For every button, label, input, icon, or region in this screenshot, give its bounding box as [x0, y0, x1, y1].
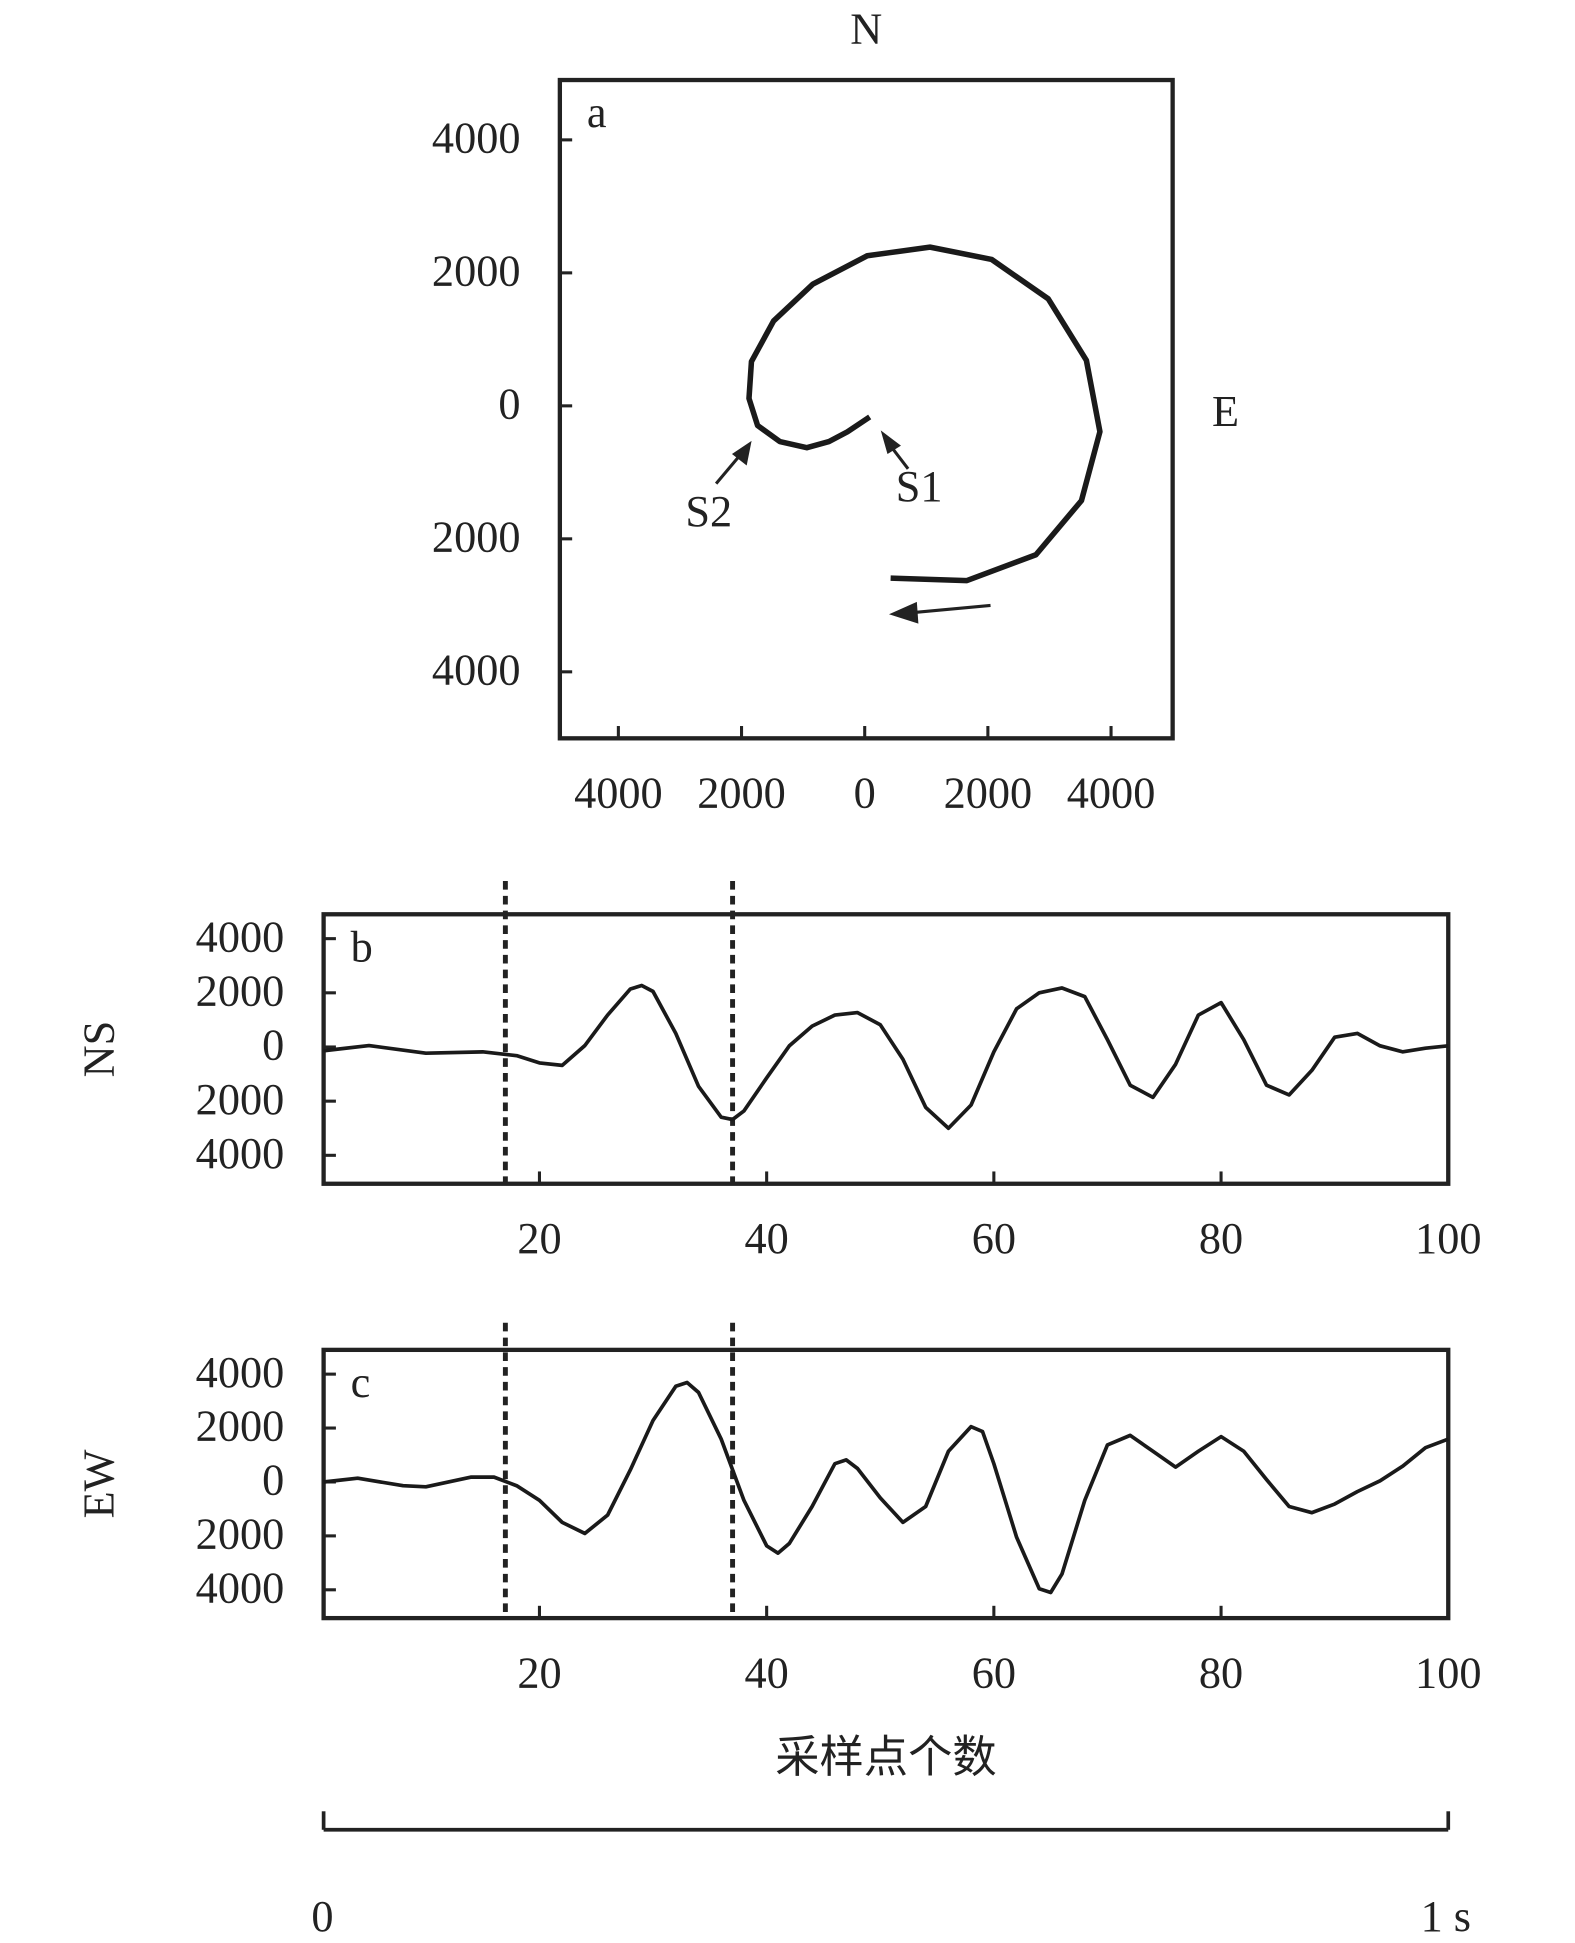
x-tick-label: 2000 — [697, 769, 786, 818]
annotation: S2 — [685, 487, 732, 536]
x-tick-label: 100 — [1415, 1214, 1481, 1263]
x-tick-label: 0 — [854, 769, 876, 818]
y-tick-label: 2000 — [432, 246, 521, 295]
data-line — [746, 244, 1103, 584]
x-tick-label: 40 — [745, 1648, 789, 1697]
annotation: S1 — [896, 462, 943, 511]
y-tick-label: 2000 — [196, 1075, 285, 1124]
y-tick-label: 0 — [262, 1021, 284, 1070]
x-tick-label: 20 — [517, 1214, 561, 1263]
y-tick-label: 4000 — [432, 645, 521, 694]
data-line — [323, 983, 1449, 1131]
y-tick-label: 4000 — [432, 114, 521, 163]
arrow — [910, 603, 991, 615]
x-tick-label: 100 — [1415, 1648, 1481, 1697]
x-tick-label: 2000 — [944, 769, 1033, 818]
x-tick-label: 60 — [972, 1648, 1016, 1697]
y-tick-label: 4000 — [196, 1348, 285, 1397]
panel-label: c — [351, 1358, 371, 1407]
x-axis-label: 采样点个数 — [775, 1733, 996, 1782]
x-tick-label: 4000 — [574, 769, 663, 818]
x-tick-label: 4000 — [1067, 769, 1156, 818]
arrow-head — [731, 440, 752, 466]
east-label: E — [1212, 387, 1239, 436]
panel-label: a — [587, 88, 607, 137]
y-tick-label: 2000 — [196, 1510, 285, 1559]
y-tick-label: 2000 — [432, 512, 521, 561]
scale-bar-label: 1 s — [1421, 1892, 1471, 1941]
plot-frame — [321, 912, 1451, 1186]
y-tick-label: 2000 — [196, 966, 285, 1015]
north-label: N — [850, 4, 882, 53]
plot-frame — [321, 1347, 1451, 1621]
x-tick-label: 40 — [745, 1214, 789, 1263]
y-axis-label: NS — [75, 1021, 124, 1078]
arrows — [714, 430, 991, 624]
arrow-head — [888, 601, 919, 624]
arrow-head — [880, 430, 901, 455]
x-tick-label: 80 — [1199, 1648, 1243, 1697]
x-tick-label: 60 — [972, 1214, 1016, 1263]
y-tick-label: 4000 — [196, 1129, 285, 1178]
x-tick-label: 20 — [517, 1648, 561, 1697]
panel-label: b — [351, 922, 373, 971]
y-tick-label: 2000 — [196, 1402, 285, 1451]
plot-frame — [557, 77, 1175, 741]
y-tick-label: 0 — [262, 1456, 284, 1505]
y-tick-label: 0 — [498, 379, 520, 428]
x-tick-label: 80 — [1199, 1214, 1243, 1263]
scale-bar-label: 0 — [311, 1892, 333, 1941]
y-tick-label: 4000 — [196, 912, 285, 961]
y-axis-label: EW — [75, 1449, 124, 1518]
y-tick-label: 4000 — [196, 1563, 285, 1612]
scale-bar — [321, 1811, 1451, 1832]
data-line — [323, 1380, 1449, 1595]
